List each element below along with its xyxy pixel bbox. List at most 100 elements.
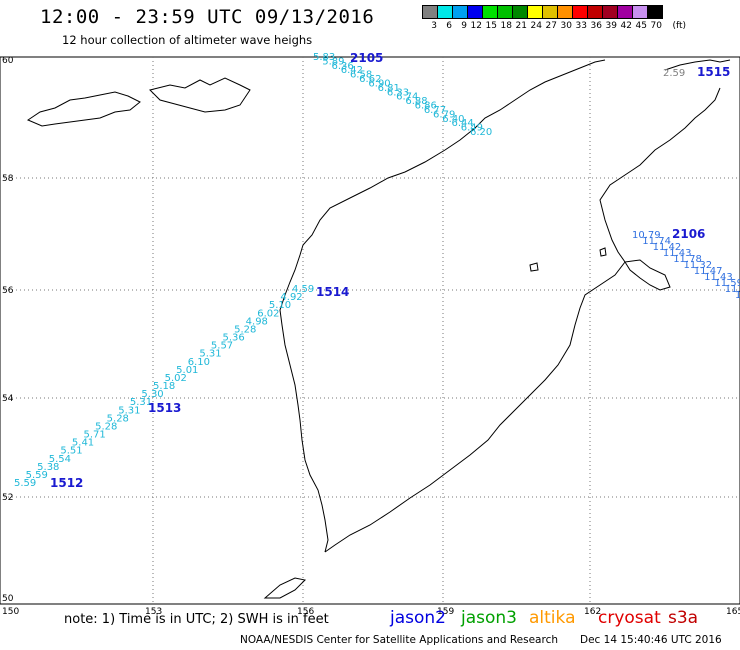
- x-tick-label: 156: [297, 607, 314, 617]
- swh-value: 11.47: [694, 266, 723, 277]
- legend-label: 6: [446, 21, 452, 31]
- y-tick-label: 54: [2, 394, 14, 404]
- peninsula-coast: [149, 77, 251, 113]
- legend-label: 30: [560, 21, 572, 31]
- y-tick-label: 52: [2, 493, 13, 503]
- karaginsky-coast: [624, 259, 671, 291]
- y-tick-label: 50: [2, 594, 14, 604]
- swh-value: 5.30: [141, 389, 163, 400]
- legend-label: 18: [500, 21, 512, 31]
- swh-value: 2.59: [663, 68, 685, 79]
- swh-value: 5.28: [107, 413, 129, 424]
- swh-value: 6.62: [359, 74, 381, 85]
- track-label: 1512: [50, 476, 83, 490]
- swh-value: 11.59: [714, 278, 740, 289]
- y-tick-label: 58: [2, 174, 14, 184]
- swh-value: 5.18: [153, 381, 175, 392]
- swh-value: 11.43: [663, 248, 692, 259]
- swh-value: 11.32: [684, 260, 713, 271]
- swh-value: 6.79: [433, 109, 455, 120]
- legend-labels: 3 6 9 12 15 18 21 24 27 30 33 36 39 42 45 70 (ft): [422, 21, 686, 31]
- swh-value: 6.44: [452, 118, 474, 129]
- y-tick-label: 60: [2, 56, 14, 66]
- swh-value: 6.40: [442, 114, 464, 125]
- swh-value: 11.74: [642, 236, 671, 247]
- swh-value: 5.41: [72, 438, 94, 449]
- swh-value: 5.38: [37, 462, 59, 473]
- swh-value: 5.28: [234, 324, 256, 335]
- swh-value: 5.59: [26, 470, 48, 481]
- kuril-islands: [263, 577, 307, 599]
- footer-note: note: 1) Time is in UTC; 2) SWH is in fe…: [64, 612, 329, 627]
- swh-value: 5.10: [269, 300, 291, 311]
- track-label: 1514: [316, 285, 349, 299]
- swh-value: 4.98: [246, 316, 268, 327]
- small-island-b: [599, 247, 607, 257]
- legend-swatch: [647, 5, 663, 19]
- x-tick-label: 153: [145, 607, 162, 617]
- map-grid: [0, 57, 740, 604]
- map-title: 12:00 - 23:59 UTC 09/13/2016: [40, 6, 375, 28]
- x-tick-label: 159: [437, 607, 454, 617]
- swh-value: 6.49: [461, 123, 483, 134]
- legend-label: 33: [575, 21, 587, 31]
- track-label: 1513: [148, 401, 181, 415]
- swh-observations: 5.595.595.385.545.515.415.715.285.285.31…: [14, 52, 740, 489]
- footer-timestamp: Dec 14 15:40:46 UTC 2016: [580, 634, 722, 646]
- swh-value: 11.57: [735, 290, 740, 301]
- swh-value: 11.78: [673, 254, 702, 265]
- legend-label: 12: [470, 21, 482, 31]
- coastline: [26, 59, 731, 599]
- mainland-north-coast: [474, 59, 606, 129]
- legend-label: 15: [485, 21, 497, 31]
- swh-value: 6.77: [424, 105, 446, 116]
- swh-value: 5.01: [176, 365, 198, 376]
- swh-value: 5.83: [313, 52, 335, 63]
- mission-altika: altika: [529, 608, 576, 628]
- swh-value: 6.02: [257, 308, 279, 319]
- kamchatka-east-coast: [324, 87, 721, 553]
- legend-unit: (ft): [672, 21, 686, 31]
- track-labels: 1512 1513 1514 2105 2106 1515: [50, 51, 730, 490]
- y-tick-label: 56: [2, 286, 14, 296]
- x-tick-label: 165: [726, 607, 740, 617]
- swh-value: 4.92: [280, 292, 302, 303]
- legend-label: 70: [650, 21, 662, 31]
- x-tick-label: 162: [584, 607, 601, 617]
- mission-jason3: jason3: [461, 608, 517, 628]
- swh-value: 6.42: [341, 65, 363, 76]
- swh-value: 5.02: [165, 373, 187, 384]
- x-tick-label: 150: [2, 607, 19, 617]
- swh-value: 6.86: [415, 101, 437, 112]
- swh-value: 11.42: [653, 242, 682, 253]
- swh-value: 5.57: [211, 341, 233, 352]
- swh-value: 5.54: [49, 454, 71, 465]
- map-frame: [0, 56, 740, 605]
- legend-label: 42: [620, 21, 632, 31]
- swh-value: 5.31: [199, 349, 221, 360]
- track-label: 2105: [350, 51, 383, 65]
- swh-value: 11.76: [725, 284, 740, 295]
- wave-height-legend: 3 6 9 12 15 18 21 24 27 30 33 36 39 42 45 70 (ft): [422, 5, 686, 31]
- swh-value: 11.43: [704, 272, 733, 283]
- footer-credit: NOAA/NESDIS Center for Satellite Applica…: [240, 634, 558, 646]
- northeast-coast: [664, 59, 731, 71]
- swh-value: 10.79: [632, 230, 661, 241]
- track-label: 2106: [672, 227, 705, 241]
- track-label: 1515: [697, 65, 730, 79]
- swh-value: 5.31: [118, 405, 140, 416]
- swh-value: 6.90: [368, 78, 390, 89]
- mission-jason2: jason2: [390, 608, 446, 628]
- legend-label: 24: [530, 21, 542, 31]
- legend-label: 21: [515, 21, 527, 31]
- axis-tick-labels: 150 153 156 159 162 165 60 58 56 54 52 50: [2, 56, 740, 617]
- legend-label: 9: [461, 21, 467, 31]
- swh-value: 6.20: [470, 127, 492, 138]
- legend-label: 36: [590, 21, 602, 31]
- legend-label: 39: [605, 21, 617, 31]
- swh-value: 5.59: [14, 478, 36, 489]
- map-subtitle: 12 hour collection of altimeter wave hei…: [62, 33, 313, 47]
- swh-value: 6.74: [396, 92, 418, 103]
- swh-value: 6.58: [350, 70, 372, 81]
